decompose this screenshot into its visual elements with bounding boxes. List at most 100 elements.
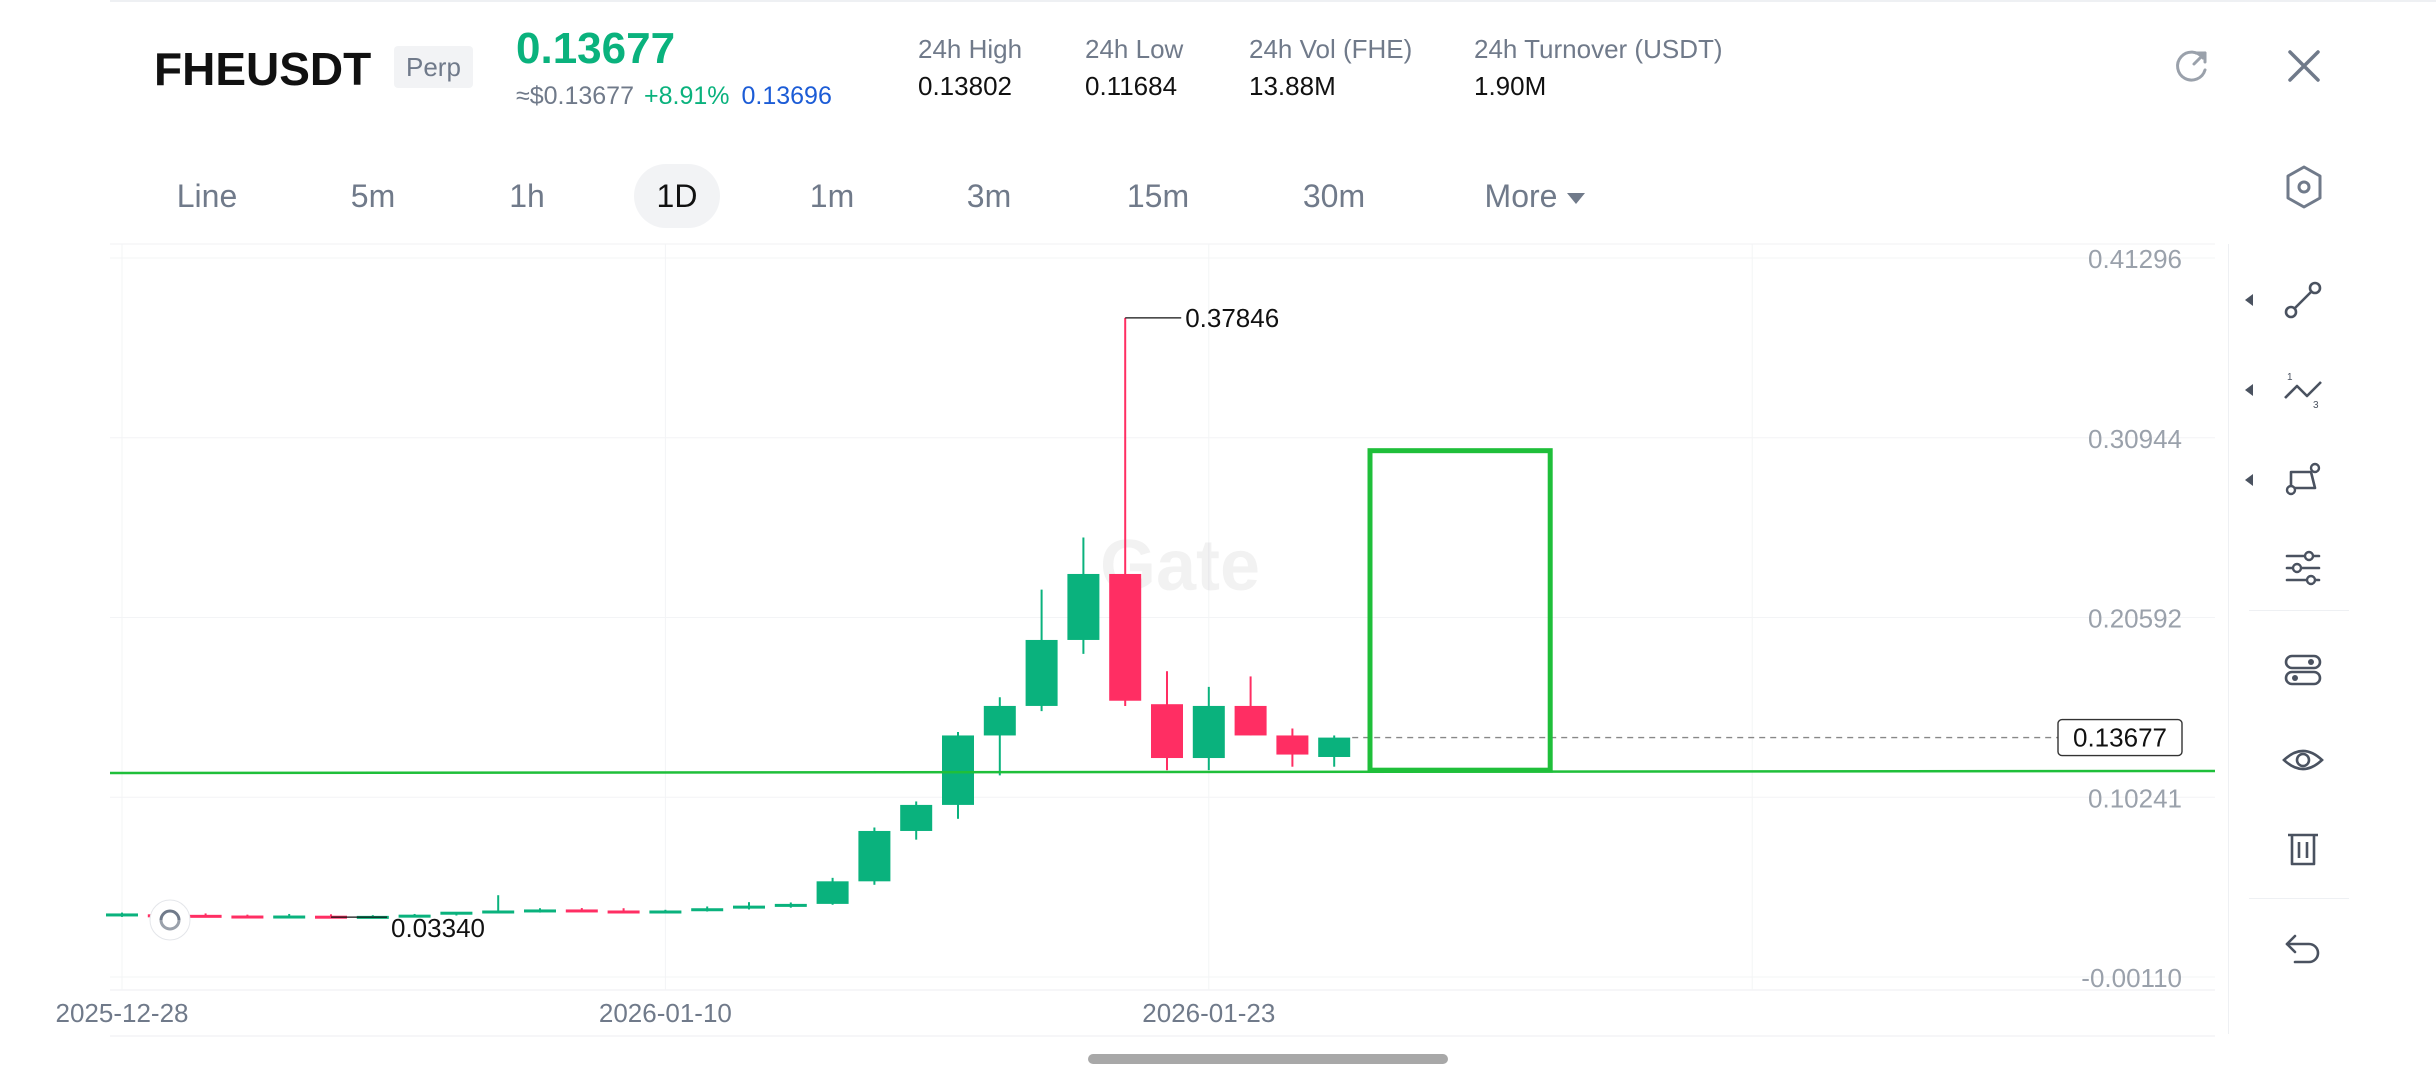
candle: [691, 906, 724, 912]
candle: [1025, 589, 1058, 712]
current-price-tag: [2057, 718, 2183, 757]
timeframe-3m[interactable]: 3m: [966, 178, 1012, 214]
candle: [524, 908, 556, 913]
candle-body: [858, 830, 891, 882]
candle: [983, 697, 1016, 776]
timeframe-1h[interactable]: 1h: [509, 178, 545, 214]
timeframe-5m[interactable]: 5m: [350, 178, 396, 214]
timeframe-line[interactable]: Line: [176, 178, 238, 214]
more-label: More: [1484, 178, 1558, 214]
candle-body: [1318, 737, 1351, 757]
candle: [106, 912, 138, 917]
candle: [816, 877, 849, 905]
candle: [189, 913, 222, 918]
candle-body: [1234, 705, 1267, 736]
home-indicator: [1088, 1054, 1448, 1064]
stat-label: 24h Low: [1085, 34, 1184, 64]
candle: [231, 914, 264, 919]
fibonacci-icon[interactable]: 1 3: [2281, 368, 2325, 412]
trash-icon[interactable]: [2281, 826, 2325, 870]
candle-body: [607, 910, 640, 914]
price-subline: ≈$0.13677 +8.91% 0.13696: [516, 82, 832, 111]
stat-label: 24h Vol (FHE): [1249, 34, 1413, 64]
candles: [106, 317, 1351, 919]
top-divider: [110, 0, 2436, 2]
candle-body: [106, 913, 138, 917]
y-tick-label: 0.20592: [2088, 604, 2182, 634]
y-tick-label: -0.00110: [2081, 963, 2182, 993]
change-percent: +8.91%: [644, 82, 730, 110]
candle: [398, 913, 431, 918]
object-tree-icon[interactable]: [2281, 648, 2325, 692]
stat-24h-low: 24h Low 0.11684: [1085, 34, 1183, 102]
stat-24h-turnover: 24h Turnover (USDT) 1.90M: [1474, 34, 1723, 102]
candle: [733, 902, 765, 910]
visibility-eye-icon[interactable]: [2281, 738, 2325, 782]
candle: [1234, 676, 1267, 736]
candle-body: [482, 910, 515, 914]
candle-body: [398, 914, 431, 918]
svg-text:3: 3: [2313, 400, 2319, 411]
candle-body: [691, 908, 724, 912]
y-tick-label: 0.10241: [2088, 783, 2182, 813]
candle-body: [231, 915, 264, 919]
timeframe-1d[interactable]: 1D: [634, 164, 720, 228]
rectangle-drawing: [1367, 448, 1553, 773]
candle-body: [1109, 573, 1142, 701]
candle-body: [1192, 705, 1225, 759]
candle: [273, 913, 306, 919]
candle-body: [524, 909, 556, 913]
candle: [942, 731, 974, 819]
candle-body: [273, 915, 306, 919]
candle-body: [649, 910, 682, 914]
candle: [482, 895, 515, 914]
chart-settings-hexagon-icon[interactable]: [2282, 162, 2326, 212]
shape-tool-icon[interactable]: [2281, 458, 2325, 502]
drawing-toolbar: 1 3: [2228, 244, 2371, 1034]
candle: [1109, 317, 1142, 706]
candle-body: [1067, 573, 1100, 640]
candle-body: [440, 911, 473, 915]
close-icon[interactable]: [2282, 44, 2326, 88]
expand-arrow-icon[interactable]: [2245, 294, 2253, 306]
candle: [565, 908, 598, 913]
timeframe-1m[interactable]: 1m: [809, 178, 855, 214]
stat-value: 13.88M: [1249, 71, 1336, 101]
candle: [607, 908, 640, 914]
max-price-label: 0.37846: [1185, 303, 1279, 333]
candle-body: [1025, 639, 1058, 706]
candle-body: [900, 804, 933, 831]
expand-arrow-icon[interactable]: [2245, 474, 2253, 486]
candle-body: [189, 914, 222, 918]
candle-body: [942, 735, 974, 805]
refresh-icon[interactable]: [2170, 44, 2214, 88]
indicator-settings-icon[interactable]: [2281, 546, 2325, 590]
market-header: FHEUSDT Perp 0.13677 ≈$0.13677 +8.91% 0.13…: [0, 0, 2436, 130]
candle: [900, 801, 933, 840]
stat-value: 1.90M: [1474, 71, 1547, 101]
usd-price: ≈$0.13677: [516, 82, 634, 110]
stat-label: 24h High: [918, 34, 1023, 64]
chart-grid: [110, 243, 2215, 1037]
candle-body: [733, 905, 765, 909]
timeframe-more[interactable]: More: [1470, 164, 1600, 228]
y-tick-label: 0.41296: [2088, 244, 2182, 274]
timeframe-bar: Line 5m 1h 1D 1m 3m 15m 30m More: [0, 150, 2436, 230]
candle-body: [816, 881, 849, 904]
expand-arrow-icon[interactable]: [2245, 384, 2253, 396]
stat-value: 0.13802: [918, 71, 1012, 101]
timeframe-15m[interactable]: 15m: [1126, 178, 1190, 214]
symbol-title[interactable]: FHEUSDT: [154, 43, 372, 95]
stat-24h-volume: 24h Vol (FHE) 13.88M: [1249, 34, 1412, 102]
timeframe-30m[interactable]: 30m: [1302, 178, 1366, 214]
trend-line-icon[interactable]: [2281, 278, 2325, 322]
candle: [1192, 686, 1225, 771]
mark-price: 0.13696: [741, 82, 832, 110]
horizontal-line-drawing: [109, 769, 2216, 775]
user-drawings[interactable]: [109, 448, 2216, 775]
min-price-label: 0.03340: [391, 913, 485, 943]
undo-icon[interactable]: [2281, 928, 2325, 972]
candle: [1151, 671, 1183, 771]
x-axis: 2025-12-28 2026-01-10 2026-01-23: [56, 998, 1276, 1028]
